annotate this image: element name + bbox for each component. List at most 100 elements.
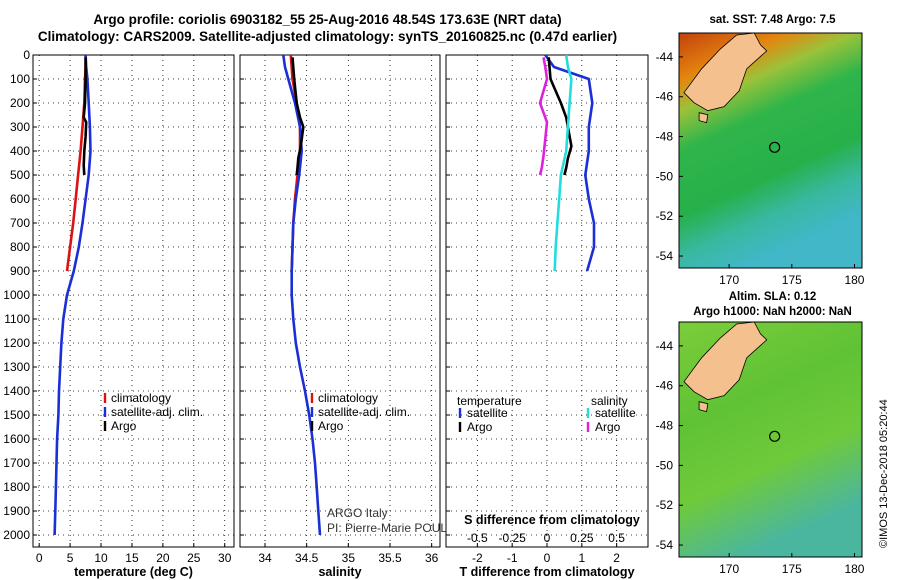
chart-title-line-1: Argo profile: coriolis 6903182_55 25-Aug…: [93, 12, 562, 27]
y-tick-label: 1500: [3, 408, 30, 422]
series-line: [544, 54, 596, 272]
panel-frame-salinity: [239, 54, 441, 548]
y-tick-label: 300: [10, 120, 30, 134]
map-lat-label: -44: [656, 339, 674, 353]
x-axis-label-top: S difference from climatology: [464, 513, 640, 527]
x-tick-label: 30: [218, 551, 232, 565]
y-tick-label: 0: [23, 48, 30, 62]
sla-map-title-1: Altim. SLA: 0.12: [728, 291, 817, 303]
x-tick-label-salinity: 0.25: [570, 531, 594, 545]
y-tick-label: 700: [10, 216, 30, 230]
map-lat-label: -44: [656, 50, 674, 64]
x-tick-label-salinity: -0.25: [498, 531, 526, 545]
series-line: [553, 54, 573, 272]
map-lat-label: -46: [656, 90, 674, 104]
map-lat-label: -50: [656, 169, 674, 183]
legend-label: satellite-adj. clim.: [111, 405, 203, 419]
y-tick-label: 1200: [3, 336, 30, 350]
map-lat-label: -54: [656, 249, 674, 263]
x-tick-label: 35: [342, 551, 356, 565]
map-lat-label: -46: [656, 379, 674, 393]
y-tick-label: 200: [10, 96, 30, 110]
x-tick-label: 36: [425, 551, 439, 565]
x-tick-label: 35.5: [378, 551, 402, 565]
map-lat-label: -48: [656, 419, 674, 433]
x-axis-label: temperature (deg C): [74, 565, 193, 579]
map-lon-label: 170: [719, 562, 739, 576]
panel-frame-temperature: [32, 54, 235, 548]
map-lon-label: 180: [844, 273, 864, 287]
series-line: [538, 57, 549, 176]
legend-label: Argo: [595, 420, 621, 434]
x-tick-label: -2: [472, 551, 483, 565]
chart-title-line-2: Climatology: CARS2009. Satellite-adjuste…: [37, 29, 618, 44]
y-tick-label: 1400: [3, 384, 30, 398]
legend-label: satellite: [595, 406, 636, 420]
legend-label: satellite: [467, 406, 508, 420]
x-tick-label: 1: [578, 551, 585, 565]
sst-map-title: sat. SST: 7.48 Argo: 7.5: [709, 14, 836, 26]
series-line: [53, 54, 92, 536]
x-tick-label: 25: [187, 551, 201, 565]
x-tick-label: 20: [156, 551, 170, 565]
x-tick-label-salinity: 0.5: [608, 531, 625, 545]
legend-title: temperature: [457, 394, 522, 408]
x-tick-label-salinity: 0: [544, 531, 551, 545]
legend-label: satellite-adj. clim.: [318, 405, 410, 419]
series-line: [82, 57, 88, 176]
y-tick-label: 800: [10, 240, 30, 254]
x-tick-label: -1: [507, 551, 518, 565]
x-tick-label: 5: [67, 551, 74, 565]
land-stewart-island: [698, 401, 709, 413]
legend-label: Argo: [111, 419, 137, 433]
x-tick-label: 0: [544, 551, 551, 565]
legend-label: climatology: [111, 391, 171, 405]
y-tick-label: 1100: [4, 312, 30, 326]
y-tick-label: 400: [10, 144, 30, 158]
y-tick-label: 500: [10, 168, 30, 182]
x-tick-label-salinity: -0.5: [467, 531, 488, 545]
map-lon-label: 175: [782, 273, 802, 287]
x-tick-label: 34.5: [295, 551, 319, 565]
map-lat-label: -52: [656, 209, 674, 223]
map-lat-label: -54: [656, 538, 674, 552]
legend-label: climatology: [318, 391, 378, 405]
series-line: [282, 54, 322, 536]
x-tick-label: 2: [613, 551, 620, 565]
map-lon-label: 180: [844, 562, 864, 576]
x-tick-label: 10: [94, 551, 108, 565]
y-tick-label: 2000: [3, 528, 30, 542]
y-tick-label: 900: [10, 264, 30, 278]
y-tick-label: 1700: [3, 456, 30, 470]
land-new-zealand: [683, 32, 768, 112]
x-axis-label: T difference from climatology: [459, 565, 634, 579]
land-new-zealand: [683, 321, 768, 401]
y-tick-label: 600: [10, 192, 30, 206]
map-lat-label: -52: [656, 498, 674, 512]
legend-label: Argo: [467, 420, 493, 434]
x-tick-label: 15: [125, 551, 139, 565]
sla-map-title-2: Argo h1000: NaN h2000: NaN: [693, 306, 852, 318]
map-lat-label: -50: [656, 458, 674, 472]
land-stewart-island: [698, 112, 709, 124]
y-tick-label: 1900: [3, 504, 30, 518]
legend-title: salinity: [591, 394, 628, 408]
x-tick-label: 0: [36, 551, 43, 565]
y-tick-label: 100: [10, 72, 30, 86]
sla-map: [678, 321, 863, 558]
map-lon-label: 170: [719, 273, 739, 287]
argo-float-marker: [769, 141, 781, 153]
map-lat-label: -48: [656, 130, 674, 144]
x-axis-label: salinity: [318, 565, 361, 579]
y-tick-label: 1300: [3, 360, 30, 374]
argo-float-marker: [769, 430, 781, 442]
x-tick-label: 34: [258, 551, 272, 565]
annotation-label: PI: Pierre-Marie POULAIN: [327, 521, 467, 535]
y-tick-label: 1000: [3, 288, 30, 302]
y-tick-label: 1800: [3, 480, 30, 494]
sst-map: [678, 32, 863, 269]
series-line: [291, 57, 305, 176]
annotation-label: ARGO Italy: [327, 506, 388, 520]
y-tick-label: 1600: [3, 432, 30, 446]
